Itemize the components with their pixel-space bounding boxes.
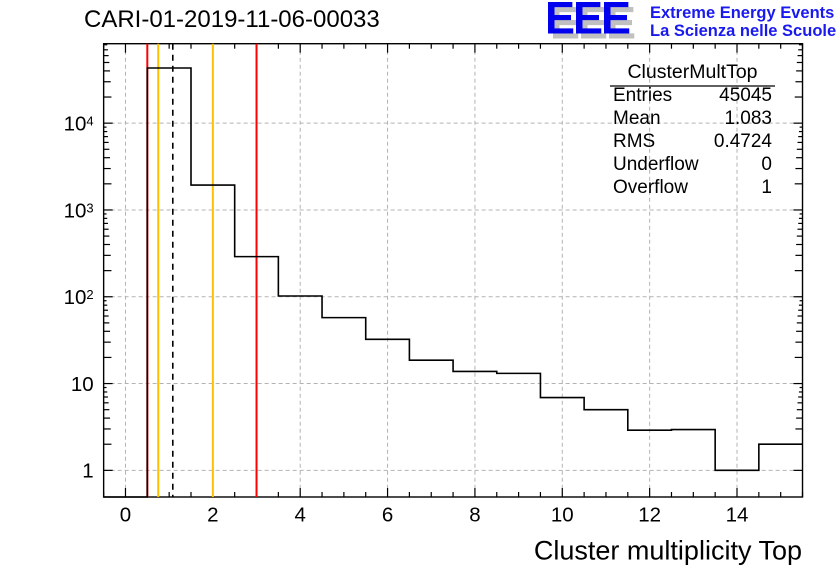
svg-text:Cluster multiplicity Top: Cluster multiplicity Top <box>534 536 802 566</box>
svg-text:2: 2 <box>207 504 218 527</box>
svg-text:8: 8 <box>469 504 480 527</box>
svg-text:10: 10 <box>551 504 574 527</box>
svg-text:4: 4 <box>294 504 305 527</box>
svg-text:14: 14 <box>726 504 749 527</box>
svg-text:Entries: Entries <box>613 85 672 106</box>
svg-text:1: 1 <box>82 460 93 483</box>
svg-text:0: 0 <box>120 504 131 527</box>
svg-text:10: 10 <box>71 373 94 396</box>
svg-text:Overflow: Overflow <box>613 177 688 198</box>
svg-text:EEE: EEE <box>545 0 630 44</box>
svg-text:0.4724: 0.4724 <box>714 131 773 152</box>
svg-text:Mean: Mean <box>613 108 661 129</box>
svg-text:12: 12 <box>638 504 661 527</box>
svg-text:1.083: 1.083 <box>724 108 772 129</box>
svg-text:Underflow: Underflow <box>613 154 699 175</box>
svg-text:La Scienza nelle Scuole: La Scienza nelle Scuole <box>650 22 836 40</box>
svg-text:6: 6 <box>382 504 393 527</box>
svg-text:CARI-01-2019-11-06-00033: CARI-01-2019-11-06-00033 <box>84 6 380 33</box>
svg-text:Extreme Energy Events: Extreme Energy Events <box>650 4 834 22</box>
svg-text:0: 0 <box>761 154 772 175</box>
svg-text:45045: 45045 <box>719 85 772 106</box>
svg-text:RMS: RMS <box>613 131 655 152</box>
svg-text:ClusterMultTop: ClusterMultTop <box>627 61 757 83</box>
svg-text:1: 1 <box>761 177 772 198</box>
